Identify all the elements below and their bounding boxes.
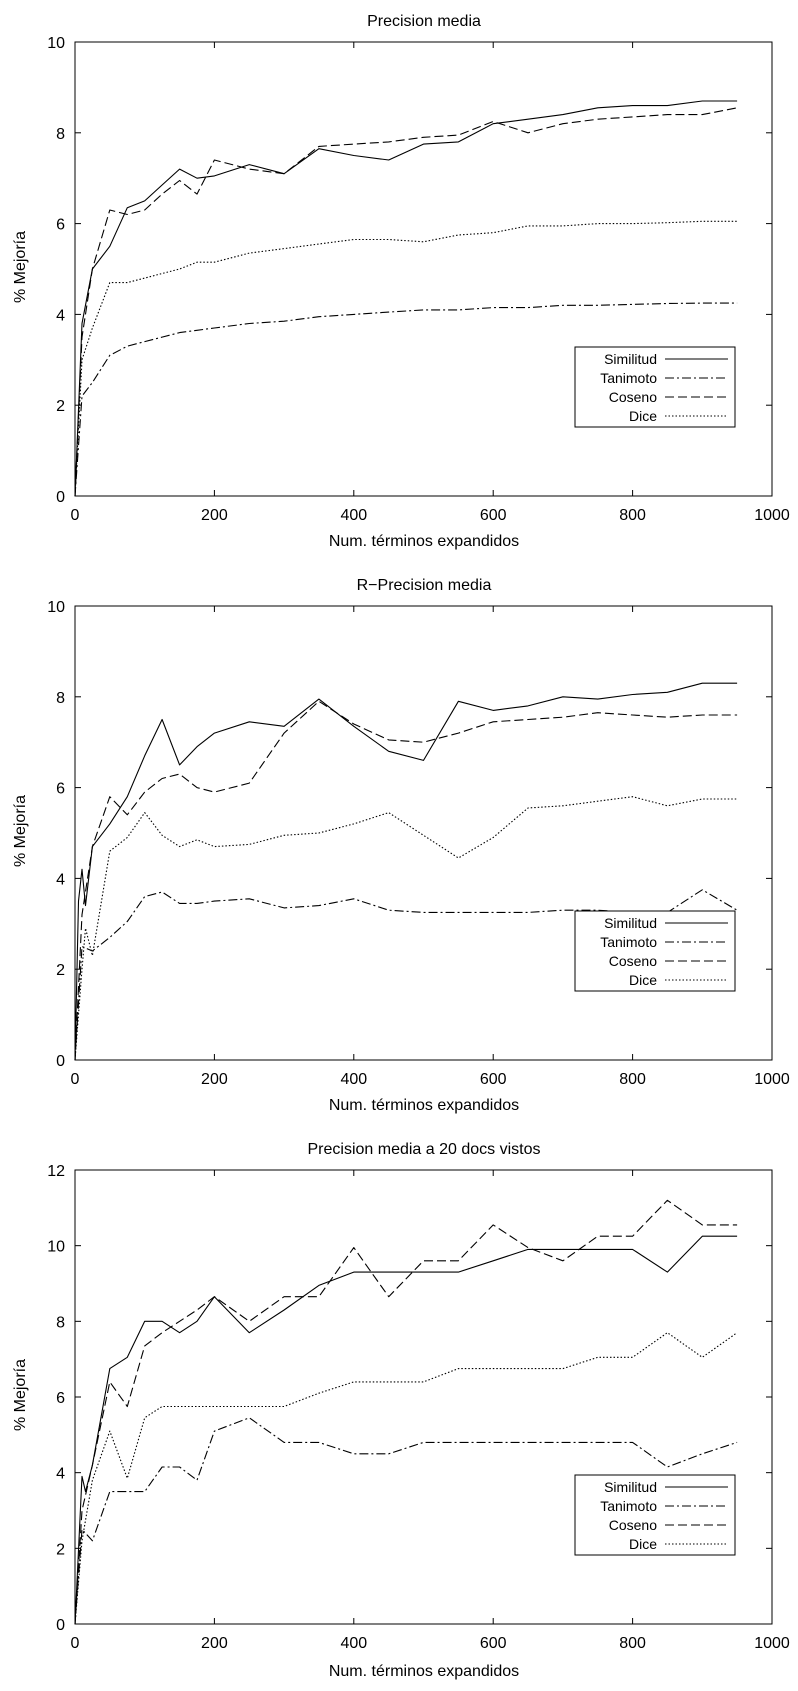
- y-tick-label: 8: [56, 126, 65, 143]
- plot-frame: [74, 605, 773, 1061]
- y-tick-label: 6: [56, 1390, 65, 1407]
- y-tick-label: 2: [56, 962, 65, 979]
- x-tick-label: 800: [619, 1071, 646, 1088]
- legend-label-tanimoto: Tanimoto: [600, 1498, 657, 1514]
- y-tick-label: 12: [47, 1163, 65, 1180]
- series-line-tanimoto: [74, 889, 738, 1061]
- y-tick-label: 2: [56, 398, 65, 415]
- chart-precision-media: Precision media Num. términos expandidos…: [12, 13, 790, 550]
- y-tick-label: 4: [56, 1466, 65, 1483]
- x-tick-label: 1000: [754, 1635, 790, 1652]
- chart-r-precision-media: R−Precision media Num. términos expandid…: [12, 577, 790, 1114]
- y-tick-label: 0: [56, 489, 65, 506]
- legend-label-tanimoto: Tanimoto: [600, 934, 657, 950]
- series-line-tanimoto: [74, 1417, 738, 1625]
- y-axis-label: % Mejoría: [12, 231, 29, 303]
- x-tick-label: 1000: [754, 507, 790, 524]
- y-tick-label: 2: [56, 1541, 65, 1558]
- x-tick-label: 0: [71, 507, 80, 524]
- series-line-similitud: [74, 682, 738, 1061]
- x-tick-label: 800: [619, 1635, 646, 1652]
- plot-frame: [74, 1169, 773, 1625]
- y-tick-label: 10: [47, 35, 65, 52]
- y-tick-label: 10: [47, 599, 65, 616]
- legend-label-dice: Dice: [629, 1536, 657, 1552]
- legend-label-similitud: Similitud: [604, 351, 657, 367]
- plot-frame: [74, 41, 773, 497]
- y-tick-label: 8: [56, 690, 65, 707]
- x-tick-label: 800: [619, 507, 646, 524]
- y-tick-label: 8: [56, 1314, 65, 1331]
- y-tick-label: 4: [56, 307, 65, 324]
- y-tick-label: 6: [56, 781, 65, 798]
- series-line-dice: [74, 1332, 738, 1625]
- x-tick-label: 600: [480, 1635, 507, 1652]
- legend-label-dice: Dice: [629, 972, 657, 988]
- legend-label-dice: Dice: [629, 408, 657, 424]
- x-tick-label: 600: [480, 507, 507, 524]
- series-line-dice: [74, 796, 738, 1061]
- legend-label-coseno: Coseno: [609, 389, 657, 405]
- y-tick-label: 0: [56, 1617, 65, 1634]
- legend-label-tanimoto: Tanimoto: [600, 370, 657, 386]
- y-tick-label: 0: [56, 1053, 65, 1070]
- series-line-similitud: [74, 100, 738, 497]
- legend-label-similitud: Similitud: [604, 915, 657, 931]
- x-tick-label: 0: [71, 1071, 80, 1088]
- y-tick-label: 10: [47, 1239, 65, 1256]
- chart-title: Precision media: [367, 13, 481, 30]
- x-tick-label: 200: [201, 1071, 228, 1088]
- x-axis-label: Num. términos expandidos: [329, 1097, 519, 1114]
- y-axis-label: % Mejoría: [12, 1359, 29, 1431]
- legend-box: [574, 1474, 736, 1556]
- x-tick-label: 400: [340, 507, 367, 524]
- y-tick-label: 6: [56, 217, 65, 234]
- series-line-coseno: [74, 1199, 738, 1625]
- series-line-tanimoto: [74, 302, 738, 497]
- x-tick-label: 400: [340, 1071, 367, 1088]
- legend-box: [574, 910, 736, 992]
- legend-label-coseno: Coseno: [609, 953, 657, 969]
- x-tick-label: 400: [340, 1635, 367, 1652]
- x-tick-label: 600: [480, 1071, 507, 1088]
- chart-title: R−Precision media: [357, 577, 492, 594]
- y-tick-label: 4: [56, 871, 65, 888]
- x-tick-label: 200: [201, 1635, 228, 1652]
- legend-box: [574, 346, 736, 428]
- series-line-similitud: [74, 1235, 738, 1625]
- chart-precision-media-20-docs: Precision media a 20 docs vistos Num. té…: [12, 1141, 790, 1680]
- legend-label-similitud: Similitud: [604, 1479, 657, 1495]
- legend-label-coseno: Coseno: [609, 1517, 657, 1533]
- x-tick-label: 1000: [754, 1071, 790, 1088]
- series-line-coseno: [74, 107, 738, 497]
- chart-title: Precision media a 20 docs vistos: [308, 1141, 541, 1158]
- series-line-dice: [74, 220, 738, 497]
- y-axis-label: % Mejoría: [12, 795, 29, 867]
- series-line-coseno: [74, 700, 738, 1061]
- x-axis-label: Num. términos expandidos: [329, 533, 519, 550]
- x-tick-label: 0: [71, 1635, 80, 1652]
- x-tick-label: 200: [201, 507, 228, 524]
- x-axis-label: Num. términos expandidos: [329, 1663, 519, 1680]
